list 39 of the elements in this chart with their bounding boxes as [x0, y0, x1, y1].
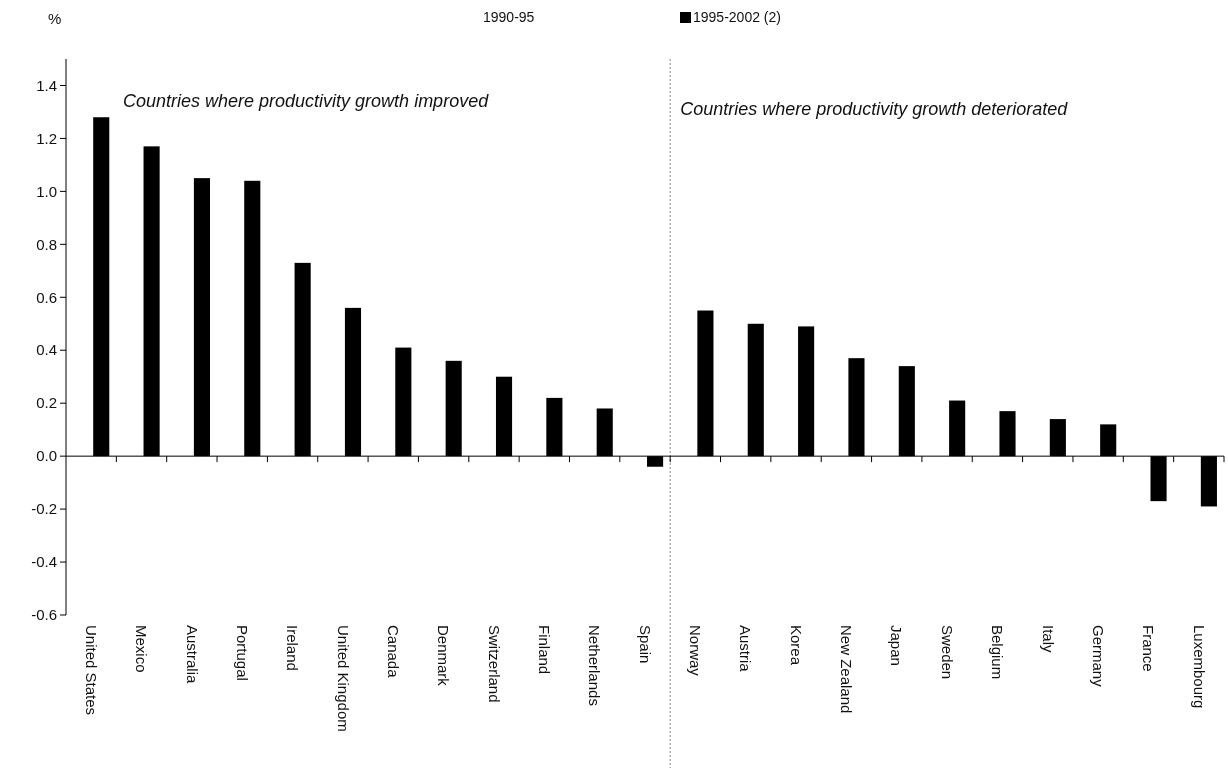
annotation: Countries where productivity growth deteriorated	[680, 99, 1069, 119]
y-tick-label: 0.0	[36, 447, 57, 465]
x-tick-label: Finland	[536, 625, 554, 675]
x-tick-label: Ireland	[284, 625, 302, 671]
y-axis-title: %	[48, 10, 62, 27]
y-tick-label: -0.2	[31, 500, 57, 518]
x-tick-label: Italy	[1039, 625, 1057, 654]
y-tick-label: -0.4	[31, 553, 57, 571]
x-tick-label: United States	[82, 625, 100, 716]
x-tick-label: Netherlands	[586, 625, 604, 706]
x-tick-label: France	[1140, 625, 1158, 672]
text: 1990-95	[483, 9, 535, 25]
x-tick-label: New Zealand	[838, 625, 856, 714]
y-tick-label: -0.6	[31, 606, 57, 624]
x-tick-label: Luxembourg	[1190, 625, 1208, 709]
annotation: Countries where productivity growth improved	[123, 91, 490, 111]
x-tick-label: Canada	[385, 625, 403, 679]
x-tick-label: Australia	[183, 625, 201, 685]
x-tick-label: Portugal	[233, 625, 251, 681]
x-tick-label: Denmark	[435, 625, 453, 687]
x-tick-label: Japan	[888, 625, 906, 666]
x-tick-label: Mexico	[133, 625, 151, 673]
x-tick-label: Switzerland	[485, 625, 503, 703]
y-tick-label: 0.6	[36, 288, 57, 306]
legend-label: 1995-2002 (2)	[693, 9, 781, 25]
x-tick-label: Spain	[636, 625, 654, 664]
x-tick-label: Korea	[787, 625, 805, 666]
x-tick-label: Germany	[1089, 625, 1107, 688]
y-tick-label: 0.8	[36, 235, 57, 253]
y-tick-label: 0.2	[36, 394, 57, 412]
y-tick-label: 1.0	[36, 182, 57, 200]
y-tick-label: 1.4	[36, 76, 57, 94]
x-tick-label: Sweden	[938, 625, 956, 680]
y-tick-label: 0.4	[36, 341, 57, 359]
x-tick-label: Norway	[687, 625, 705, 677]
x-tick-label: United Kingdom	[334, 625, 352, 732]
y-tick-label: 1.2	[36, 129, 57, 147]
x-tick-label: Belgium	[989, 625, 1007, 680]
x-tick-label: Austria	[737, 625, 755, 673]
